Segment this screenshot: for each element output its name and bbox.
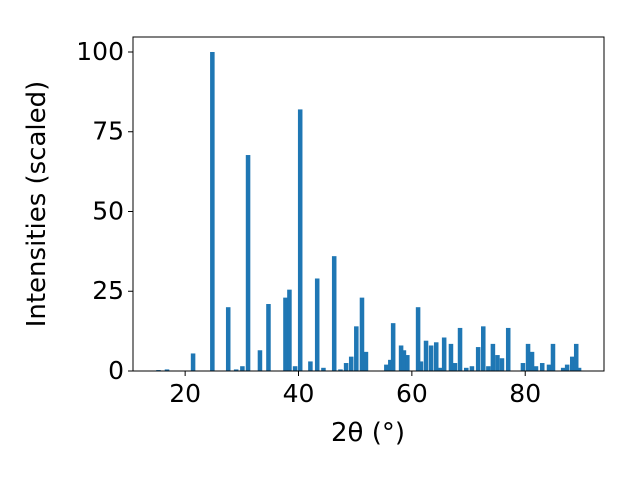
bar	[464, 367, 469, 371]
bar	[287, 289, 292, 371]
y-tick-label: 75	[92, 117, 124, 146]
x-tick-label: 80	[509, 379, 541, 408]
bar	[529, 351, 535, 371]
bar	[573, 343, 579, 371]
bar	[359, 297, 365, 371]
bar	[297, 109, 303, 371]
bar	[448, 343, 454, 371]
bar	[190, 353, 196, 371]
bar	[343, 363, 349, 371]
y-tick-label: 50	[92, 196, 124, 225]
bar	[384, 364, 389, 371]
bar	[499, 358, 505, 371]
bar	[245, 155, 251, 371]
bar	[405, 355, 410, 371]
bar	[486, 366, 491, 371]
bar	[423, 340, 429, 371]
bar	[401, 350, 407, 371]
bar	[475, 347, 481, 371]
x-tick-label: 60	[396, 379, 428, 408]
bar	[415, 307, 421, 371]
bar	[576, 367, 582, 371]
x-tick-label: 40	[283, 379, 315, 408]
y-tick-label: 25	[92, 276, 124, 305]
bar	[388, 359, 393, 371]
bar	[490, 343, 496, 371]
bar	[363, 351, 369, 371]
bar	[539, 363, 545, 371]
bar	[266, 304, 271, 371]
bar	[525, 343, 531, 371]
bar	[533, 366, 539, 371]
bar	[240, 366, 245, 371]
bar	[457, 327, 463, 371]
bar	[331, 256, 337, 371]
bar	[428, 345, 434, 371]
bar	[418, 361, 424, 371]
bar	[164, 369, 170, 371]
bar	[505, 327, 511, 371]
bar	[495, 355, 500, 371]
bar	[469, 366, 475, 371]
bar	[314, 278, 320, 371]
bar	[354, 326, 359, 371]
bar	[292, 366, 298, 371]
bar	[569, 356, 575, 371]
bar	[283, 297, 288, 371]
bar	[210, 51, 215, 371]
x-tick-label: 20	[169, 379, 201, 408]
bar	[433, 342, 439, 371]
x-axis-label: 2θ (°)	[331, 418, 405, 448]
bar	[520, 363, 526, 371]
bar	[233, 369, 239, 371]
bar	[225, 307, 231, 371]
bar	[550, 343, 556, 371]
y-tick-label: 100	[76, 37, 124, 66]
bar	[564, 364, 570, 371]
bar	[348, 356, 354, 371]
y-axis-label: Intensities (scaled)	[22, 81, 52, 328]
bar	[308, 361, 313, 371]
bar	[321, 367, 326, 371]
bar	[390, 323, 396, 371]
bar	[546, 364, 552, 371]
bar	[452, 363, 458, 371]
y-tick-label: 0	[108, 356, 124, 385]
bar	[441, 337, 447, 371]
bar	[560, 367, 566, 371]
plot-frame	[132, 36, 605, 372]
bar	[257, 350, 263, 371]
bar	[338, 369, 343, 371]
bar	[398, 345, 404, 371]
bar	[437, 367, 443, 371]
bar	[481, 326, 486, 371]
